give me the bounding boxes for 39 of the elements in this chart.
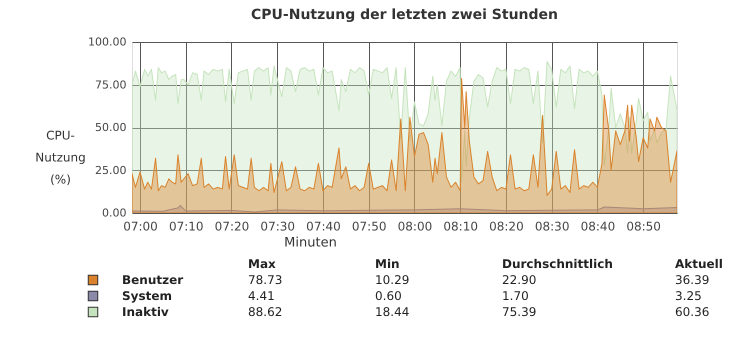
x-tick-label: 08:40 — [580, 220, 616, 234]
chart-title: CPU-Nutzung der letzten zwei Stunden — [251, 7, 558, 23]
x-tick-label: 07:30 — [260, 220, 296, 234]
text: Durchschnittlich — [502, 257, 613, 271]
x-tick-label: 07:00 — [123, 220, 158, 234]
text: 0.60 — [375, 289, 402, 303]
text: 10.29 — [375, 273, 410, 287]
text: Min — [375, 257, 400, 271]
x-tick-label: 07:10 — [168, 220, 204, 234]
x-tick-label: 07:50 — [352, 220, 386, 234]
y-tick-label: 75.00 — [95, 78, 126, 92]
text: 36.39 — [675, 273, 710, 287]
text: Max — [248, 257, 276, 271]
text: 3.25 — [675, 289, 702, 303]
x-tick-label: 08:10 — [443, 220, 478, 234]
text: 4.41 — [248, 289, 275, 303]
x-tick-label: 08:50 — [626, 220, 661, 234]
text: 88.62 — [248, 305, 282, 319]
y-axis-title: CPU-Nutzung (%) — [35, 128, 86, 186]
y-tick-label: 100.00 — [88, 36, 126, 48]
x-tick-label: 08:20 — [489, 220, 524, 234]
text: 18.44 — [375, 305, 410, 319]
x-tick-label: 08:30 — [534, 220, 570, 234]
y-tick-label: 25.00 — [95, 164, 126, 177]
x-tick-label: 08:00 — [398, 220, 432, 234]
x-axis-title: Minuten — [284, 236, 337, 250]
text: Aktuell — [675, 257, 723, 271]
text: 22.90 — [502, 273, 536, 287]
x-tick-label: 07:20 — [214, 220, 250, 234]
text: 60.36 — [675, 305, 710, 319]
y-tick-label: 50.00 — [95, 121, 126, 134]
text: 1.70 — [502, 289, 529, 303]
y-tick-label: 0.00 — [102, 206, 126, 220]
text: 78.73 — [248, 273, 282, 287]
legend-label: System — [122, 289, 172, 303]
x-tick-label: 07:40 — [306, 220, 341, 234]
legend-label: Inaktiv — [122, 305, 169, 319]
text: 75.39 — [502, 305, 536, 319]
legend-label: Benutzer — [122, 273, 184, 287]
